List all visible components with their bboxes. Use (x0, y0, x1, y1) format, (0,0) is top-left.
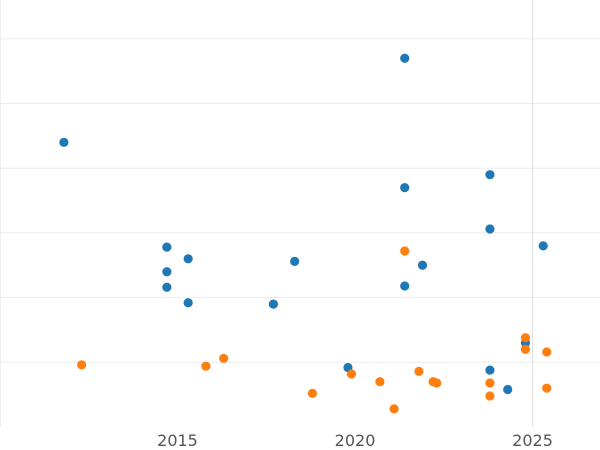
data-point (400, 53, 410, 63)
data-point (542, 347, 552, 357)
data-point (183, 254, 193, 264)
data-point (485, 170, 495, 180)
series-1 (77, 246, 552, 414)
data-point (375, 377, 385, 387)
x-tick-label: 2020 (335, 431, 376, 450)
data-point (485, 378, 495, 388)
data-point (290, 256, 300, 266)
data-point (520, 344, 531, 354)
data-point (520, 333, 531, 343)
data-point (400, 183, 410, 193)
data-point (201, 361, 211, 371)
data-point (538, 241, 548, 251)
series-0 (59, 53, 548, 395)
data-points (59, 53, 552, 414)
data-point (400, 246, 410, 256)
grid (0, 0, 600, 427)
data-point (503, 384, 513, 395)
data-point (417, 260, 428, 270)
data-point (162, 267, 172, 277)
data-point (307, 388, 318, 398)
x-tick-label: 2015 (157, 431, 198, 450)
x-tick-label: 2025 (512, 431, 553, 450)
data-point (432, 378, 442, 388)
data-point (59, 137, 69, 147)
data-point (346, 369, 357, 379)
data-point (485, 391, 495, 401)
data-point (485, 365, 495, 375)
data-point (485, 224, 495, 234)
x-axis-tick-labels: 2015 2020 2025 (157, 431, 553, 450)
data-point (219, 353, 229, 364)
data-point (414, 366, 424, 376)
data-point (268, 299, 278, 309)
data-point (77, 360, 87, 370)
data-point (542, 383, 552, 393)
data-point (162, 282, 172, 292)
data-point (183, 298, 193, 308)
data-point (162, 242, 172, 252)
data-point (389, 404, 399, 414)
data-point (400, 281, 410, 291)
